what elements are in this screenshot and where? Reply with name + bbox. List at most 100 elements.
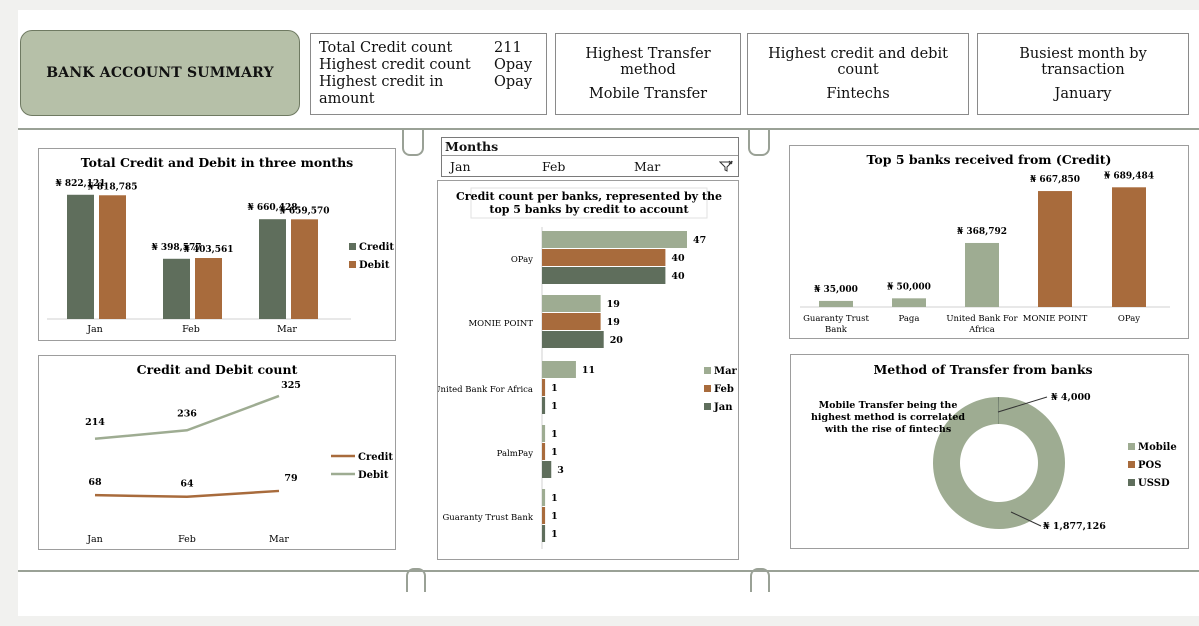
data-label: 1 xyxy=(551,511,558,522)
x-tick-label: United Bank For xyxy=(946,314,1018,324)
data-label: 20 xyxy=(610,335,624,346)
chart-total-credit-debit: Total Credit and Debit in three months ₦ … xyxy=(38,148,396,341)
chart-top5-svg: Top 5 banks received from (Credit) ₦ 35,0… xyxy=(800,152,1170,335)
data-label: ₦ 667,850 xyxy=(1030,175,1080,185)
chart-perbank-svg: Credit count per banks, represented by t… xyxy=(438,187,738,549)
donut-slice-ussd xyxy=(998,397,999,425)
chart-title: Method of Transfer from banks xyxy=(873,362,1092,377)
filter-clear-icon[interactable] xyxy=(719,160,733,172)
divider-top xyxy=(18,128,1199,130)
bar-jan xyxy=(542,331,604,348)
page-title: BANK ACCOUNT SUMMARY xyxy=(20,30,300,116)
data-label: 40 xyxy=(671,253,685,264)
legend-label: USSD xyxy=(1138,478,1170,489)
chart-methods-svg: Method of Transfer from banks ₦ 4,000 ₦ 1,… xyxy=(811,362,1177,532)
bar-mar xyxy=(542,425,546,442)
month-slicer: Months Jan Feb Mar xyxy=(441,137,739,177)
bar xyxy=(892,298,926,307)
bar-mar xyxy=(542,361,576,378)
kpi-card-value: Mobile Transfer xyxy=(588,86,708,102)
legend-label: Mar xyxy=(714,366,738,377)
x-tick-label: Guaranty Trust xyxy=(803,314,869,324)
kpi-card-credit-debit-count: Highest credit and debit count Fintechs xyxy=(747,33,969,115)
data-label: 1 xyxy=(551,429,558,440)
divider-notch xyxy=(406,568,426,592)
data-label: ₦ 368,792 xyxy=(957,227,1007,237)
kpi-card-value: January xyxy=(1054,86,1112,102)
slicer-item-mar[interactable]: Mar xyxy=(634,159,661,174)
kpi-card-title: Highest credit and debit count xyxy=(768,46,948,78)
chart-totals-svg: Total Credit and Debit in three months ₦ … xyxy=(47,155,394,335)
bar-jan xyxy=(542,461,552,478)
data-label: ₦ 50,000 xyxy=(887,282,931,292)
legend-label: Mobile xyxy=(1138,442,1177,453)
data-label: ₦ 1,877,126 xyxy=(1043,521,1106,532)
x-tick-label: Mar xyxy=(277,324,297,335)
donut-slice-mobile xyxy=(933,397,1066,529)
leader-line xyxy=(997,396,1048,413)
kpi-row: Total Credit count 211 xyxy=(319,40,538,57)
bar-feb xyxy=(542,313,601,330)
data-label: 236 xyxy=(177,408,197,419)
y-tick-label: United Bank For Africa xyxy=(438,385,533,395)
chart-title: Credit count per banks, represented by t… xyxy=(456,190,722,203)
x-tick-label: OPay xyxy=(1118,314,1140,324)
slicer-item-feb[interactable]: Feb xyxy=(542,159,566,174)
chart-title: Top 5 banks received from (Credit) xyxy=(867,152,1112,167)
kpi-summary-card: Total Credit count 211 Highest credit cou… xyxy=(310,33,547,115)
chart-credit-count-per-bank: Credit count per banks, represented by t… xyxy=(437,180,739,560)
chart-title: Credit and Debit count xyxy=(137,362,298,377)
annotation-text: with the rise of fintechs xyxy=(824,424,951,435)
x-tick-label: Bank xyxy=(825,325,848,335)
series-line-credit xyxy=(94,489,280,498)
legend-swatch xyxy=(1128,443,1135,450)
x-tick-label: Jan xyxy=(86,324,103,335)
data-label: 1 xyxy=(551,493,558,504)
legend-swatch xyxy=(349,261,356,268)
bar-jan xyxy=(542,525,546,542)
data-label: 1 xyxy=(551,529,558,540)
bar-feb xyxy=(542,443,546,460)
bar-mar xyxy=(542,231,687,248)
data-label: 1 xyxy=(551,383,558,394)
bar-debit xyxy=(291,219,318,319)
kpi-card-transfer-method: Highest Transfer method Mobile Transfer xyxy=(555,33,741,115)
legend-label: Feb xyxy=(714,384,734,395)
data-label: ₦ 403,561 xyxy=(183,245,233,255)
kpi-value: Opay xyxy=(494,74,533,90)
divider-notch xyxy=(750,568,770,592)
data-label: 19 xyxy=(607,317,621,328)
slicer-title: Months xyxy=(445,139,499,154)
data-label: 1 xyxy=(551,401,558,412)
bar-feb xyxy=(542,249,666,266)
chart-title: top 5 banks by credit to account xyxy=(489,203,689,216)
legend-swatch xyxy=(704,367,711,374)
y-tick-label: OPay xyxy=(511,255,533,265)
data-label: ₦ 659,570 xyxy=(279,206,329,216)
x-tick-label: Paga xyxy=(899,314,920,324)
data-label: ₦ 35,000 xyxy=(814,285,858,295)
bar-credit xyxy=(259,219,286,319)
data-label: ₦ 398,577 xyxy=(151,243,201,253)
x-tick-label: Africa xyxy=(968,325,995,335)
kpi-card-busiest-month: Busiest month by transaction January xyxy=(977,33,1189,115)
y-tick-label: PalmPay xyxy=(497,449,534,459)
divider-notch xyxy=(748,128,770,156)
divider-notch xyxy=(402,128,424,156)
leader-line xyxy=(1010,511,1042,527)
kpi-row: Highest credit count Opay xyxy=(319,57,538,74)
chart-top5-banks: Top 5 banks received from (Credit) ₦ 35,0… xyxy=(789,145,1189,339)
chart-transfer-method: Method of Transfer from banks ₦ 4,000 ₦ 1,… xyxy=(790,354,1189,549)
data-label: 3 xyxy=(557,465,564,476)
divider-bottom xyxy=(18,570,1199,572)
kpi-card-title: Busiest month by transaction xyxy=(1019,46,1147,78)
bar-credit xyxy=(67,194,94,319)
annotation-text: highest method is correlated xyxy=(811,412,965,423)
slicer-divider xyxy=(442,155,738,156)
y-tick-label: Guaranty Trust Bank xyxy=(443,513,534,523)
bar xyxy=(1112,187,1146,307)
slicer-item-jan[interactable]: Jan xyxy=(450,159,471,174)
bar-feb xyxy=(542,379,546,396)
data-label: 79 xyxy=(284,473,298,484)
chart-title: Total Credit and Debit in three months xyxy=(81,155,353,170)
